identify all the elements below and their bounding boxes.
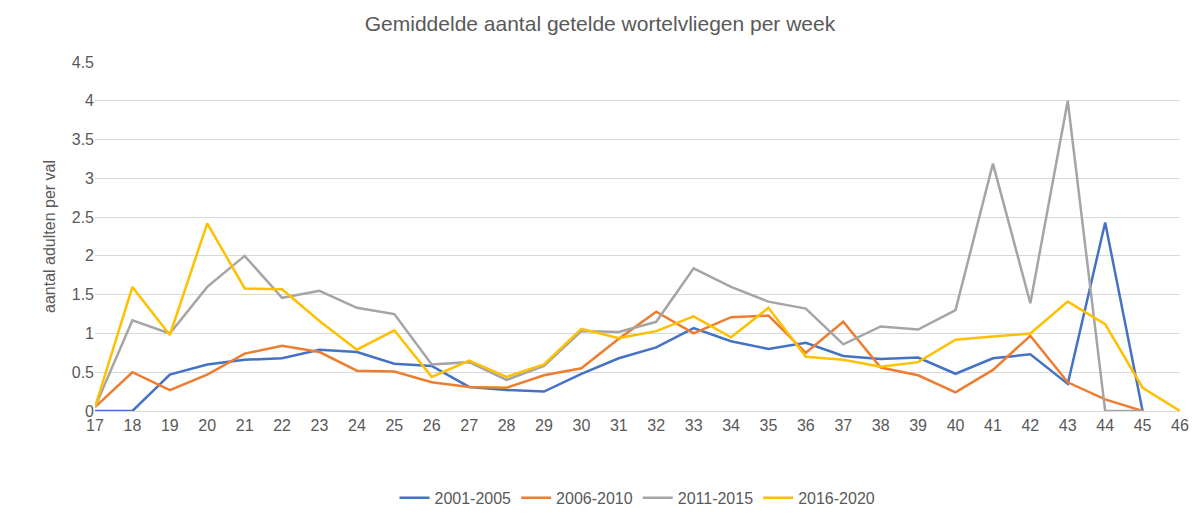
svg-text:26: 26: [423, 417, 441, 434]
svg-text:1.5: 1.5: [72, 286, 94, 303]
svg-text:44: 44: [1096, 417, 1114, 434]
svg-text:38: 38: [872, 417, 890, 434]
svg-text:17: 17: [86, 417, 104, 434]
svg-text:3: 3: [85, 170, 94, 187]
svg-text:21: 21: [236, 417, 254, 434]
svg-text:2006-2010: 2006-2010: [556, 490, 633, 507]
svg-text:2.5: 2.5: [72, 209, 94, 226]
svg-text:3.5: 3.5: [72, 131, 94, 148]
svg-text:2001-2005: 2001-2005: [435, 490, 512, 507]
svg-text:46: 46: [1171, 417, 1189, 434]
svg-text:27: 27: [460, 417, 478, 434]
svg-text:Gemiddelde aantal getelde wort: Gemiddelde aantal getelde wortelvliegen …: [365, 12, 836, 35]
svg-text:4: 4: [85, 92, 94, 109]
svg-text:0: 0: [85, 403, 94, 420]
svg-text:43: 43: [1059, 417, 1077, 434]
svg-text:20: 20: [198, 417, 216, 434]
svg-text:45: 45: [1134, 417, 1152, 434]
svg-text:2016-2020: 2016-2020: [798, 490, 875, 507]
svg-text:41: 41: [984, 417, 1002, 434]
svg-text:18: 18: [124, 417, 142, 434]
svg-text:19: 19: [161, 417, 179, 434]
svg-text:23: 23: [311, 417, 329, 434]
svg-text:34: 34: [722, 417, 740, 434]
svg-text:35: 35: [760, 417, 778, 434]
svg-text:2: 2: [85, 247, 94, 264]
svg-text:29: 29: [535, 417, 553, 434]
svg-text:28: 28: [498, 417, 516, 434]
svg-text:4.5: 4.5: [72, 54, 94, 71]
svg-text:40: 40: [947, 417, 965, 434]
svg-text:31: 31: [610, 417, 628, 434]
svg-text:33: 33: [685, 417, 703, 434]
svg-text:aantal adulten per val: aantal adulten per val: [41, 160, 58, 313]
svg-text:36: 36: [797, 417, 815, 434]
svg-text:32: 32: [647, 417, 665, 434]
svg-text:22: 22: [273, 417, 291, 434]
svg-text:1: 1: [85, 325, 94, 342]
svg-text:25: 25: [385, 417, 403, 434]
svg-text:24: 24: [348, 417, 366, 434]
svg-text:37: 37: [834, 417, 852, 434]
svg-text:0.5: 0.5: [72, 364, 94, 381]
svg-text:39: 39: [909, 417, 927, 434]
svg-text:2011-2015: 2011-2015: [678, 490, 753, 507]
svg-text:42: 42: [1021, 417, 1039, 434]
svg-text:30: 30: [572, 417, 590, 434]
